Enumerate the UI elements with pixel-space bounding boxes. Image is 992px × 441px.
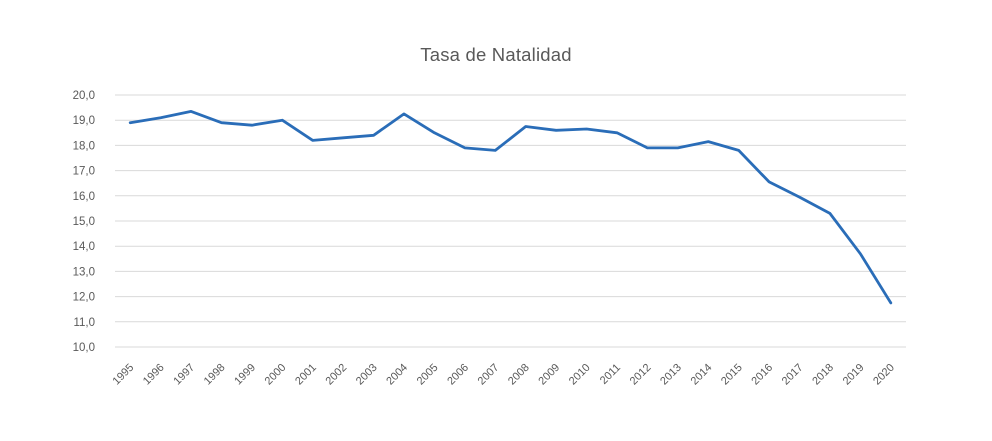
x-axis-year-label: 2004: [384, 362, 410, 388]
x-axis-year-label: 2017: [780, 362, 806, 388]
y-axis-tick-label: 19,0: [73, 115, 95, 127]
x-axis-year-label: 2012: [628, 362, 654, 388]
x-axis-year-label: 2008: [506, 362, 532, 388]
x-axis-year-label: 2009: [536, 362, 562, 388]
x-axis-year-label: 2006: [445, 362, 471, 388]
x-axis-year-label: 2019: [841, 362, 867, 388]
x-axis-year-label: 2007: [476, 362, 502, 388]
x-axis-year-label: 2015: [719, 362, 745, 388]
x-axis-year-label: 2013: [658, 362, 684, 388]
y-axis-tick-label: 20,0: [73, 90, 95, 102]
x-axis-year-label: 2002: [324, 362, 350, 388]
x-axis-year-label: 1999: [232, 362, 258, 388]
x-axis-year-label: 2020: [871, 362, 897, 388]
x-axis-year-label: 1996: [141, 362, 167, 388]
chart-title: Tasa de Natalidad: [420, 44, 572, 65]
y-axis-tick-label: 15,0: [73, 216, 95, 228]
x-axis-year-label: 2018: [810, 362, 836, 388]
x-axis-year-label: 2003: [354, 362, 380, 388]
y-axis-tick-label: 16,0: [73, 191, 95, 203]
y-axis-tick-label: 18,0: [73, 140, 95, 152]
y-axis-tick-label: 17,0: [73, 166, 95, 178]
x-axis-year-label: 2011: [598, 362, 623, 387]
birth-rate-line: [128, 110, 893, 305]
y-axis-tick-label: 11,0: [73, 317, 95, 329]
y-axis-tick-label: 14,0: [73, 241, 95, 253]
x-axis-year-label: 1997: [171, 362, 197, 388]
y-axis-tick-label: 12,0: [73, 292, 95, 304]
x-axis-year-label: 2014: [689, 362, 715, 388]
x-axis-year-label: 2001: [293, 362, 319, 388]
x-axis-year-label: 1995: [111, 362, 137, 388]
x-axis-year-label: 2000: [263, 362, 289, 388]
x-axis-year-label: 2010: [567, 362, 593, 388]
y-axis-tick-label: 13,0: [73, 266, 95, 278]
y-axis-tick-label: 10,0: [73, 342, 95, 354]
x-axis-year-label: 2016: [749, 362, 775, 388]
x-axis-year-label: 2005: [415, 362, 441, 388]
x-axis-year-label: 1998: [202, 362, 228, 388]
